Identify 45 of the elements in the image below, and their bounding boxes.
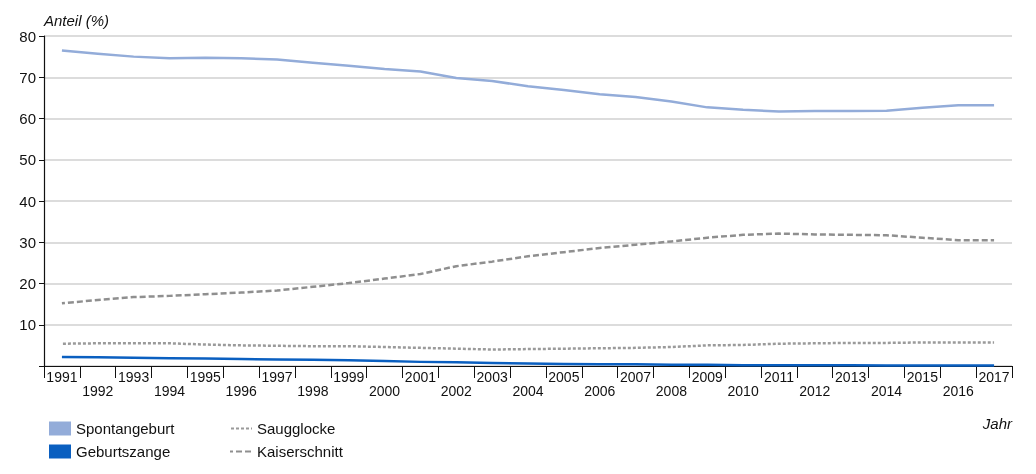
x-tick-label: 2006 — [584, 383, 616, 399]
y-tick-label: 20 — [19, 275, 36, 292]
x-tick-label: 2014 — [870, 383, 903, 399]
x-tick-label: 2000 — [369, 383, 401, 399]
x-tick-label: 2013 — [835, 369, 867, 385]
x-tick-label: 2017 — [978, 369, 1010, 385]
x-tick-label: 2015 — [906, 369, 939, 385]
x-tick-label: 2008 — [655, 383, 688, 399]
x-tick-label: 1993 — [118, 369, 150, 385]
y-tick-label: 10 — [19, 316, 36, 334]
x-tick-label: 2001 — [404, 369, 437, 385]
y-tick-label: 50 — [19, 151, 36, 169]
legend-label: Kaiserschnitt — [257, 443, 344, 460]
x-tick-label: 1994 — [153, 383, 186, 399]
legend-label: Geburtszange — [76, 443, 171, 460]
x-tick-label: 2011 — [763, 369, 795, 385]
x-tick-label: 1996 — [225, 383, 257, 399]
line-series — [60, 49, 996, 113]
y-tick-label: 80 — [19, 27, 36, 45]
x-tick-label: 1997 — [261, 369, 293, 385]
y-tick-label: 70 — [19, 68, 36, 86]
line-series — [60, 232, 996, 305]
x-tick-label: 2009 — [691, 369, 724, 385]
legend-label: Spontangeburt — [76, 420, 176, 437]
x-axis-title: Jahr — [981, 415, 1013, 432]
line-series — [60, 355, 996, 367]
y-tick-label: 30 — [19, 233, 36, 251]
y-tick-label: 40 — [19, 192, 36, 210]
x-tick-label: 2012 — [799, 383, 831, 399]
x-tick-label: 2005 — [548, 369, 580, 385]
y-axis-title: Anteil (%) — [43, 12, 110, 29]
x-tick-label: 1998 — [297, 383, 329, 399]
x-tick-label: 1991 — [46, 369, 78, 385]
x-tick-label: 2002 — [440, 383, 473, 399]
legend-label: Saugglocke — [257, 420, 336, 437]
x-tick-label: 2016 — [942, 383, 974, 399]
x-tick-label: 1999 — [333, 369, 365, 385]
y-tick-label: 60 — [19, 110, 36, 127]
x-tick-label: 1992 — [82, 383, 114, 399]
x-tick-label: 2010 — [727, 383, 759, 399]
x-tick-label: 1995 — [189, 369, 222, 385]
x-tick-label: 2007 — [619, 369, 652, 385]
x-tick-label: 2004 — [512, 383, 544, 399]
x-tick-label: 2003 — [476, 369, 508, 385]
line-series — [60, 341, 996, 351]
